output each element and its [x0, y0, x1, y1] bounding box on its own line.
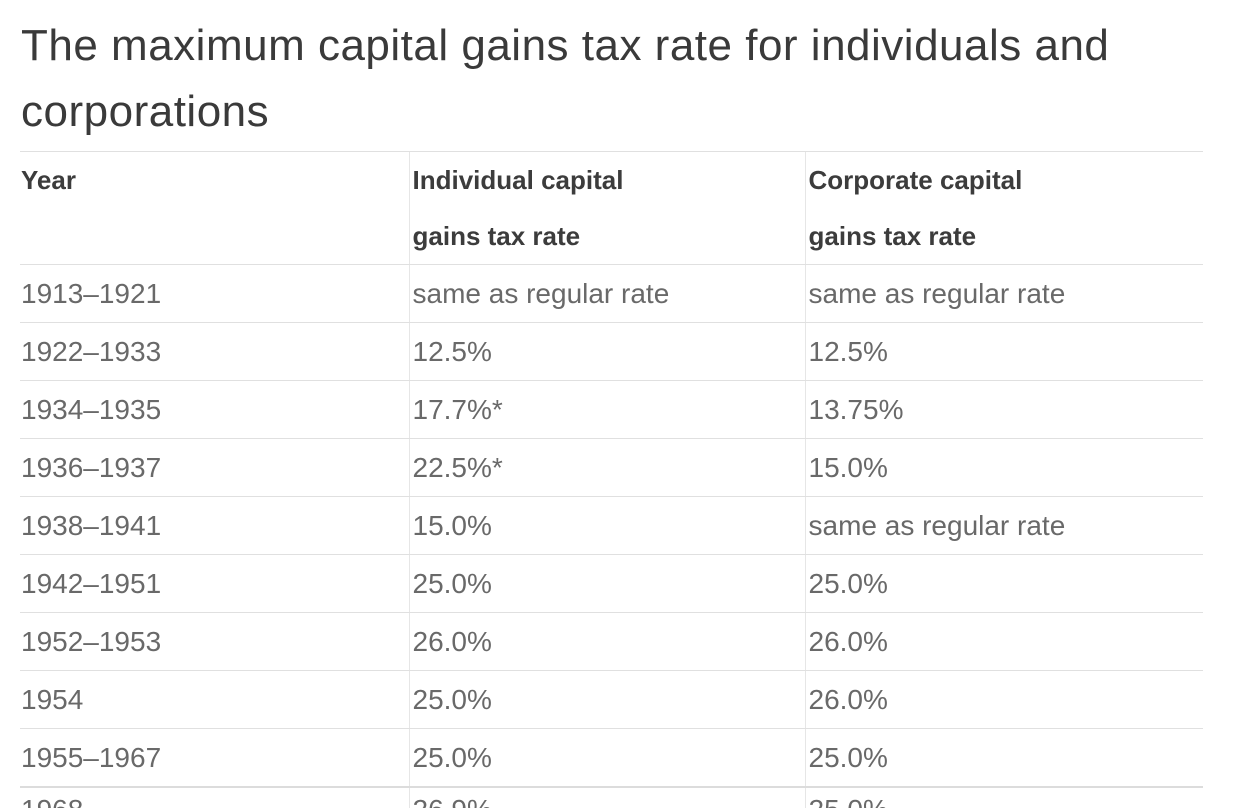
table-row: 1954 25.0% 26.0%: [20, 670, 1203, 729]
individual-rate-cell: 26.9%: [408, 786, 805, 808]
year-cell: 1954: [20, 670, 409, 729]
year-cell: 1934–1935: [20, 380, 409, 439]
year-cell: 1968: [20, 786, 409, 808]
individual-rate-cell: 15.0%: [408, 496, 805, 555]
table-body: 1913–1921 same as regular rate same as reg…: [20, 264, 1203, 808]
table-row: 1952–1953 26.0% 26.0%: [20, 612, 1203, 671]
table-row: 1938–1941 15.0% same as regular rate: [20, 496, 1203, 555]
individual-rate-cell: 25.0%: [408, 728, 805, 788]
corporate-rate-cell: 15.0%: [804, 438, 1203, 497]
corporate-rate-cell: 26.0%: [804, 612, 1203, 671]
year-cell: 1936–1937: [20, 438, 409, 497]
individual-rate-cell: 26.0%: [408, 612, 805, 671]
capital-gains-tax-table: Year Individual capital gains tax rate C…: [20, 151, 1203, 808]
table-row: 1934–1935 17.7%* 13.75%: [20, 380, 1203, 439]
corporate-rate-cell: 26.0%: [804, 670, 1203, 729]
table-header-row: Year Individual capital gains tax rate C…: [20, 151, 1203, 265]
table-row: 1936–1937 22.5%* 15.0%: [20, 438, 1203, 497]
year-cell: 1955–1967: [20, 728, 409, 788]
page-title: The maximum capital gains tax rate for i…: [21, 21, 1110, 136]
individual-rate-cell: 22.5%*: [408, 438, 805, 497]
year-cell: 1952–1953: [20, 612, 409, 671]
corporate-rate-cell: 13.75%: [804, 380, 1203, 439]
corporate-rate-cell: 25.0%: [804, 554, 1203, 613]
table-row: 1955–1967 25.0% 25.0%: [20, 728, 1203, 788]
column-header-year: Year: [20, 151, 409, 265]
column-header-individual-rate: Individual capital gains tax rate: [408, 151, 805, 265]
year-cell: 1922–1933: [20, 322, 409, 381]
individual-rate-cell: 25.0%: [408, 554, 805, 613]
individual-rate-cell: 25.0%: [408, 670, 805, 729]
year-cell: 1938–1941: [20, 496, 409, 555]
individual-rate-cell: 17.7%*: [408, 380, 805, 439]
year-cell: 1913–1921: [20, 264, 409, 323]
individual-rate-cell: 12.5%: [408, 322, 805, 381]
corporate-rate-cell: 25.0%: [804, 728, 1203, 788]
year-cell: 1942–1951: [20, 554, 409, 613]
corporate-rate-cell: 12.5%: [804, 322, 1203, 381]
table-row: 1942–1951 25.0% 25.0%: [20, 554, 1203, 613]
corporate-rate-cell: same as regular rate: [804, 264, 1203, 323]
table-row: 196826.9%25.0%: [20, 786, 1203, 808]
column-header-corporate-rate: Corporate capital gains tax rate: [804, 151, 1203, 265]
individual-rate-cell: same as regular rate: [408, 264, 805, 323]
corporate-rate-cell: 25.0%: [804, 786, 1203, 808]
corporate-rate-cell: same as regular rate: [804, 496, 1203, 555]
table-row: 1922–1933 12.5% 12.5%: [20, 322, 1203, 381]
table-header: Year Individual capital gains tax rate C…: [20, 151, 1203, 265]
table-row: 1913–1921 same as regular rate same as reg…: [20, 264, 1203, 323]
